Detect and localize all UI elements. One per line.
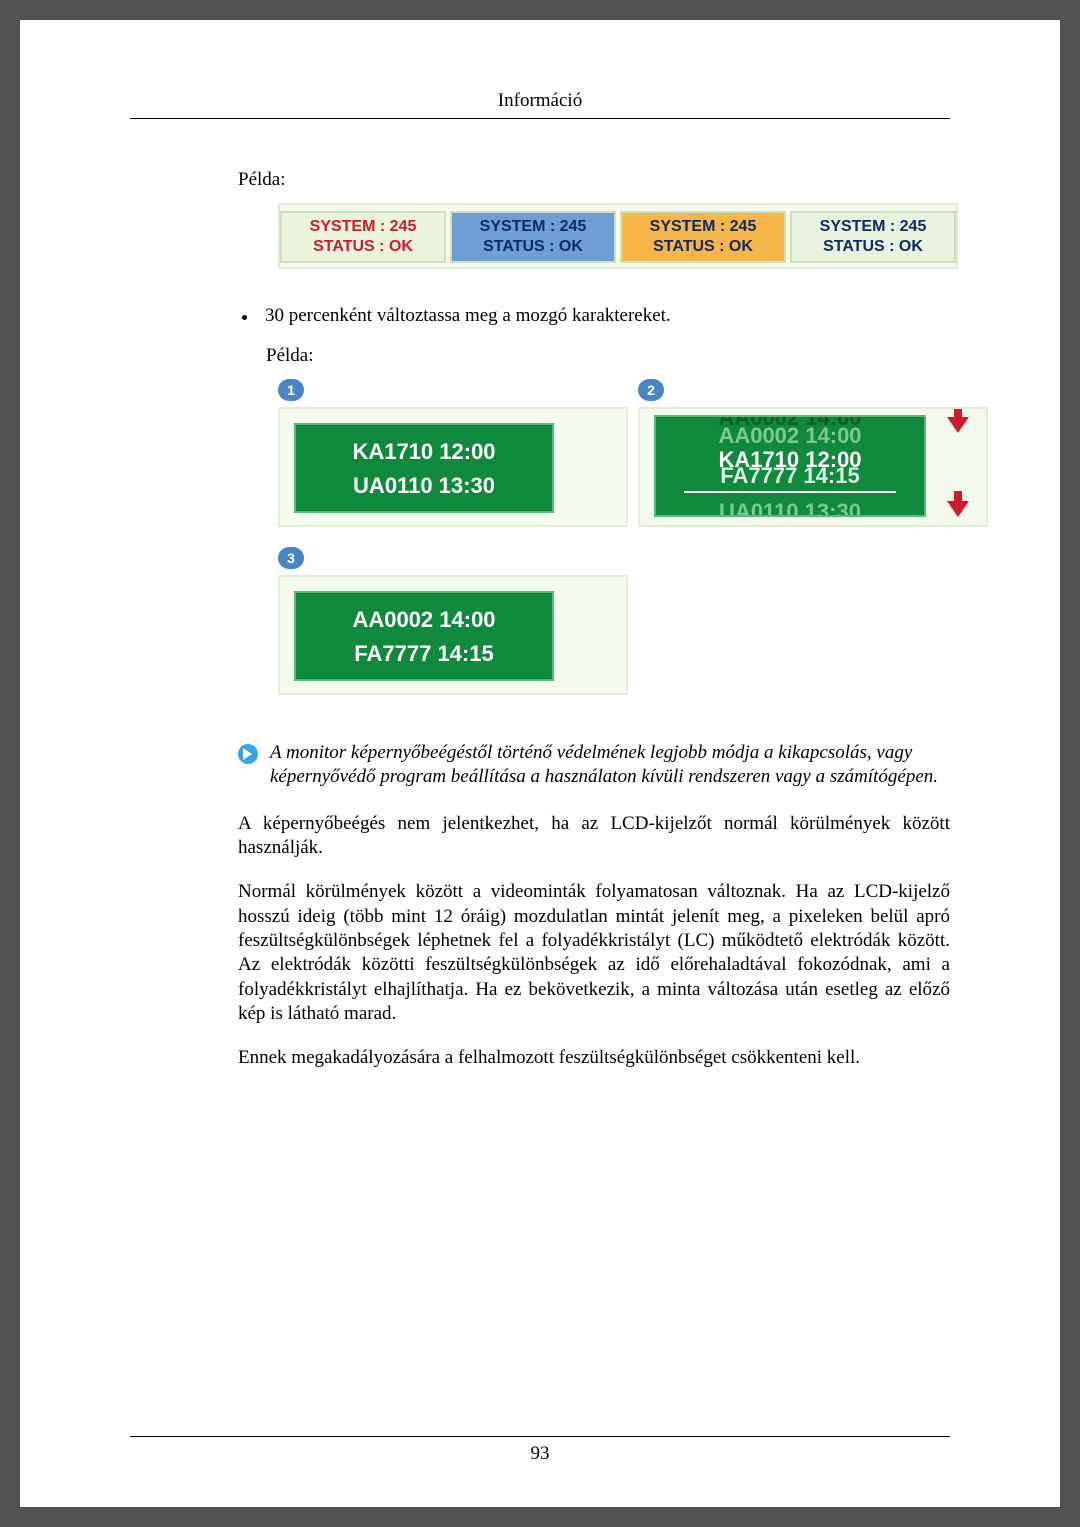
bullet-text: 30 percenként változtassa meg a mozgó ka… <box>265 305 671 327</box>
panel-badge-1: 1 <box>278 379 304 401</box>
underline <box>684 491 896 493</box>
example-label-2: Példa: <box>266 345 950 367</box>
status-text: STATUS : OK <box>452 237 614 257</box>
system-cell-3: SYSTEM : 245 STATUS : OK <box>616 205 786 267</box>
display-line: FA7777 14:15 <box>656 463 924 489</box>
system-box-3: SYSTEM : 245 STATUS : OK <box>620 211 786 263</box>
system-text: SYSTEM : 245 <box>282 217 444 237</box>
panel-3-display: AA0002 14:00 FA7777 14:15 <box>294 591 554 681</box>
panel-badge-2: 2 <box>638 379 664 401</box>
page-header: Információ <box>130 90 950 118</box>
panel-1: KA1710 12:00 UA0110 13:30 <box>278 407 628 527</box>
system-box-1: SYSTEM : 245 STATUS : OK <box>280 211 446 263</box>
panel-2-display: AA0002 14:00 AA0002 14:00 KA1710 12:00 F… <box>654 415 926 517</box>
scroll-arrows <box>940 417 976 517</box>
status-text: STATUS : OK <box>622 237 784 257</box>
paragraph: Ennek megakadályozására a felhalmozott f… <box>238 1046 950 1070</box>
system-cell-2: SYSTEM : 245 STATUS : OK <box>446 205 616 267</box>
status-text: STATUS : OK <box>282 237 444 257</box>
panel-slot-3: 3 AA0002 14:00 FA7777 14:15 <box>278 547 628 695</box>
document-page: Információ Példa: SYSTEM : 245 STATUS : … <box>20 20 1060 1507</box>
display-line: KA1710 12:00 <box>296 435 552 469</box>
panel-1-display: KA1710 12:00 UA0110 13:30 <box>294 423 554 513</box>
content-area: Példa: SYSTEM : 245 STATUS : OK SYSTEM :… <box>130 169 950 1070</box>
arrow-right-icon <box>238 744 258 764</box>
paragraph: A képernyőbeégés nem jelentkezhet, ha az… <box>238 812 950 861</box>
page-number: 93 <box>20 1443 1060 1465</box>
panel-slot-2: 2 AA0002 14:00 AA0002 14:00 KA1710 12:00… <box>638 379 988 527</box>
panel-2: AA0002 14:00 AA0002 14:00 KA1710 12:00 F… <box>638 407 988 527</box>
display-panels: 1 KA1710 12:00 UA0110 13:30 2 AA0002 14:… <box>278 379 998 695</box>
arrow-down-icon <box>947 501 969 517</box>
footer-rule <box>130 1436 950 1437</box>
system-cell-1: SYSTEM : 245 STATUS : OK <box>280 205 446 267</box>
ghost-line: AA0002 14:00 <box>656 423 924 449</box>
display-line: FA7777 14:15 <box>296 637 552 671</box>
note-block: A monitor képernyőbeégéstől történő véde… <box>238 741 950 790</box>
example-label-1: Példa: <box>238 169 950 191</box>
system-box-4: SYSTEM : 245 STATUS : OK <box>790 211 956 263</box>
paragraph: Normál körülmények között a videominták … <box>238 880 950 1026</box>
system-box-2: SYSTEM : 245 STATUS : OK <box>450 211 616 263</box>
ghost-line: UA0110 13:30 <box>656 499 924 517</box>
system-text: SYSTEM : 245 <box>792 217 954 237</box>
system-text: SYSTEM : 245 <box>452 217 614 237</box>
bullet-item: 30 percenként változtassa meg a mozgó ka… <box>238 305 950 327</box>
panel-slot-1: 1 KA1710 12:00 UA0110 13:30 <box>278 379 628 527</box>
header-rule <box>130 118 950 119</box>
display-line: UA0110 13:30 <box>296 469 552 503</box>
arrow-down-icon <box>947 417 969 433</box>
panel-badge-3: 3 <box>278 547 304 569</box>
bullet-dot-icon <box>242 315 247 320</box>
panel-3: AA0002 14:00 FA7777 14:15 <box>278 575 628 695</box>
system-cell-4: SYSTEM : 245 STATUS : OK <box>786 205 956 267</box>
system-status-row: SYSTEM : 245 STATUS : OK SYSTEM : 245 ST… <box>278 203 958 269</box>
status-text: STATUS : OK <box>792 237 954 257</box>
system-text: SYSTEM : 245 <box>622 217 784 237</box>
note-text: A monitor képernyőbeégéstől történő véde… <box>270 741 950 790</box>
display-line: AA0002 14:00 <box>296 603 552 637</box>
